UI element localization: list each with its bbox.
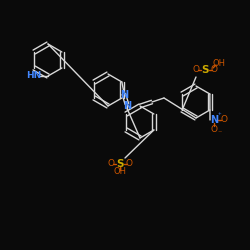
Text: ⁺: ⁺ [217, 113, 221, 119]
Text: O: O [192, 66, 200, 74]
Text: O: O [210, 124, 218, 134]
Text: N: N [120, 90, 128, 100]
Text: O: O [108, 160, 114, 168]
Text: S: S [116, 159, 124, 169]
Text: O: O [126, 160, 132, 168]
Text: S: S [201, 65, 209, 75]
Text: O: O [210, 66, 218, 74]
Text: OH: OH [212, 58, 226, 68]
Text: HN: HN [26, 70, 42, 80]
Text: N: N [210, 115, 218, 125]
Text: ⁻: ⁻ [218, 128, 222, 138]
Text: OH: OH [114, 168, 126, 176]
Text: O: O [220, 116, 228, 124]
Text: N: N [123, 101, 131, 111]
